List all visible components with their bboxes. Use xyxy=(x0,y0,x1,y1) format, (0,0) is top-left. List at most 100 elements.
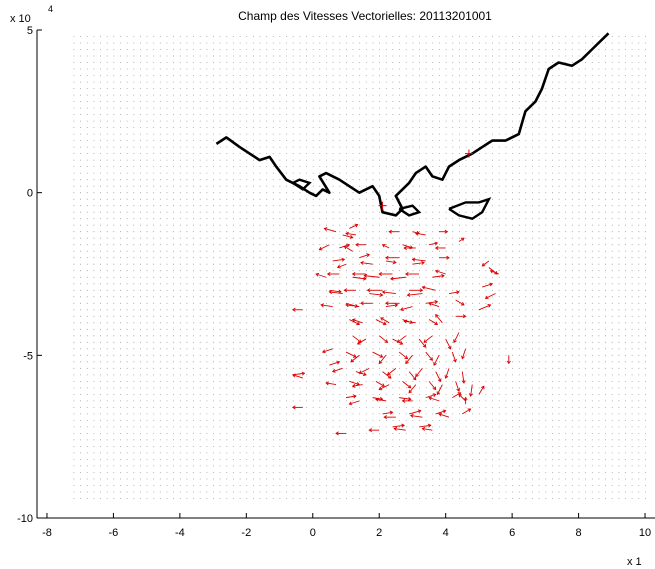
velocity-vector xyxy=(388,229,400,234)
velocity-vector xyxy=(405,355,413,365)
velocity-vector xyxy=(360,301,373,306)
y-tick-label: 0 xyxy=(27,188,33,200)
velocity-vector xyxy=(435,409,447,415)
velocity-vector xyxy=(335,431,346,436)
velocity-vector xyxy=(419,423,432,428)
velocity-vector xyxy=(323,227,337,233)
x-tick-label: -6 xyxy=(109,527,119,539)
velocity-vector xyxy=(468,384,473,397)
velocity-vector xyxy=(348,400,360,406)
velocity-vector xyxy=(342,234,354,239)
velocity-vector xyxy=(478,303,492,311)
velocity-vector xyxy=(409,409,422,415)
axes xyxy=(36,30,655,519)
x-tick-label: 4 xyxy=(443,527,449,539)
velocity-vector xyxy=(399,396,412,401)
plot-area xyxy=(37,30,655,518)
plus-marker xyxy=(378,201,387,210)
x-tick-label: -2 xyxy=(241,527,251,539)
velocity-vector xyxy=(434,269,446,275)
velocity-vector xyxy=(406,292,423,297)
velocity-vector xyxy=(369,292,384,297)
x-tick-label: 0 xyxy=(310,527,316,539)
velocity-vector xyxy=(368,428,380,433)
velocity-vector xyxy=(332,257,346,262)
velocity-vector xyxy=(428,319,439,325)
chart-title: Champ des Vitesses Vectorielles: 2011320… xyxy=(238,9,492,23)
velocity-vector xyxy=(482,282,493,288)
velocity-vector xyxy=(455,381,461,392)
velocity-vector xyxy=(345,351,357,358)
velocity-vector xyxy=(428,396,440,402)
velocity-vector xyxy=(351,272,366,276)
velocity-vector xyxy=(336,263,347,269)
coastline-layer xyxy=(215,32,610,220)
velocity-vector xyxy=(461,348,467,360)
velocity-vector xyxy=(381,243,390,249)
velocity-vector xyxy=(451,351,457,363)
velocity-vector xyxy=(360,260,373,265)
y-tick-label: -10 xyxy=(17,513,33,525)
velocity-vector xyxy=(382,410,394,415)
velocity-vector xyxy=(448,290,460,295)
x-tick-label: 2 xyxy=(376,527,382,539)
velocity-vector xyxy=(396,335,407,343)
velocity-vector xyxy=(415,368,423,378)
velocity-vector xyxy=(445,338,452,350)
velocity-vector xyxy=(326,272,340,276)
velocity-vector xyxy=(409,288,424,293)
velocity-vector xyxy=(408,371,417,381)
plus-marker xyxy=(464,149,473,158)
velocity-vector xyxy=(375,397,386,402)
velocity-vector xyxy=(423,335,433,343)
x-tick-label: -8 xyxy=(42,527,52,539)
velocity-vector xyxy=(463,396,468,405)
x-tick-label: 6 xyxy=(509,527,515,539)
velocity-vector xyxy=(412,260,425,265)
velocity-vector xyxy=(381,290,396,295)
velocity-vector xyxy=(428,381,437,391)
velocity-vector xyxy=(455,299,465,306)
velocity-vector xyxy=(363,273,380,278)
coastline-island xyxy=(448,197,492,220)
x-tick-label: -4 xyxy=(175,527,185,539)
velocity-vector xyxy=(408,384,417,394)
velocity-vector xyxy=(436,384,443,396)
velocity-vector xyxy=(435,314,443,324)
velocity-vector xyxy=(386,367,397,376)
velocity-vector xyxy=(375,380,385,387)
velocity-vector xyxy=(439,229,449,234)
velocity-vector xyxy=(320,303,333,308)
velocity-vector xyxy=(398,351,409,360)
velocity-vector xyxy=(458,237,465,242)
velocity-vector xyxy=(291,405,303,410)
velocity-vector xyxy=(404,272,420,276)
velocity-vector xyxy=(434,245,446,250)
y-tick-label: -5 xyxy=(23,350,33,362)
coastline xyxy=(215,32,610,217)
velocity-vector xyxy=(315,272,327,278)
velocity-vector xyxy=(345,231,357,236)
velocity-vector xyxy=(390,276,406,281)
velocity-vector xyxy=(428,241,439,246)
velocity-vector xyxy=(506,355,511,365)
velocity-vector xyxy=(403,245,416,250)
velocity-vector xyxy=(331,367,343,373)
velocity-vector xyxy=(401,398,413,403)
velocity-vector xyxy=(478,385,485,395)
velocity-vector xyxy=(345,303,360,308)
velocity-vector xyxy=(385,303,399,308)
velocity-vector xyxy=(378,335,389,343)
x-tick-label: 8 xyxy=(576,527,582,539)
velocity-vector xyxy=(380,317,390,324)
x-multiplier-label: x 1 xyxy=(627,556,642,568)
velocity-vectors xyxy=(291,223,511,436)
velocity-vector xyxy=(425,393,437,399)
x-tick-label: 10 xyxy=(639,527,651,539)
velocity-vector xyxy=(411,257,426,262)
velocity-vector xyxy=(328,290,343,295)
velocity-vector xyxy=(392,423,405,428)
velocity-vector xyxy=(356,338,367,345)
velocity-vector xyxy=(418,338,427,348)
y-multiplier-exponent: 4 xyxy=(48,4,53,14)
